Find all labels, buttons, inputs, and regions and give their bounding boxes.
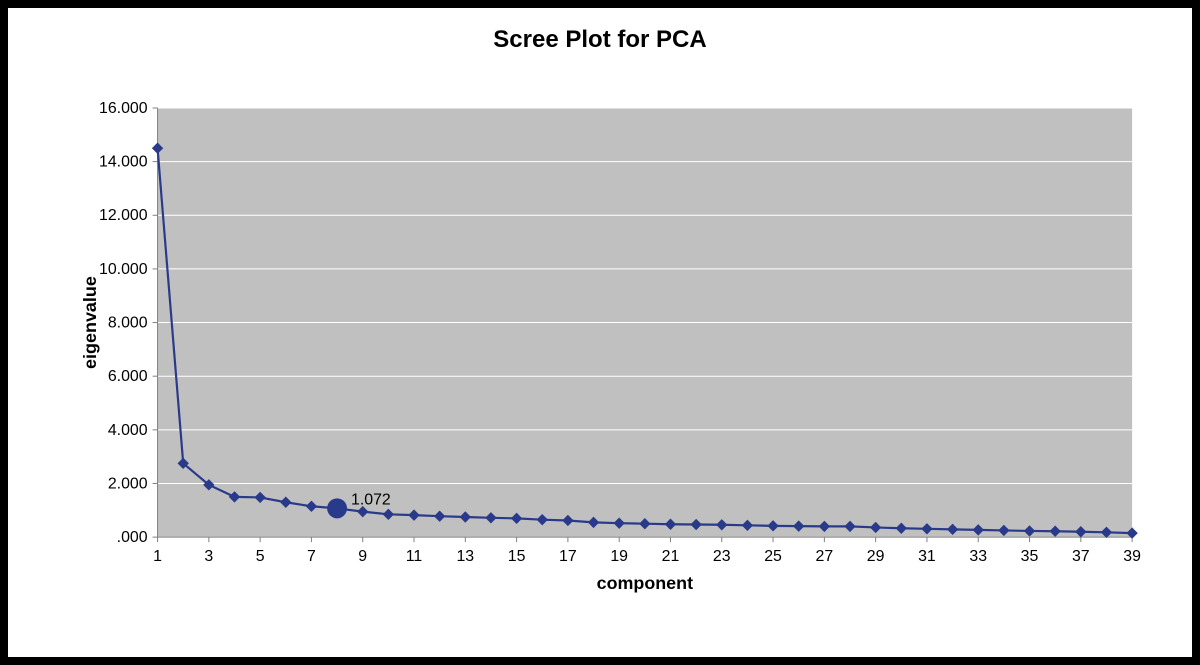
y-tick-label: .000 [117,529,148,546]
y-tick-label: 8.000 [108,315,148,332]
x-tick-label: 19 [610,548,628,565]
chart-title: Scree Plot for PCA [8,26,1192,54]
x-tick-label: 39 [1123,548,1141,565]
x-tick-label: 29 [867,548,885,565]
x-tick-label: 9 [358,548,367,565]
chart-area: .000 2.000 4.000 6.000 8.000 10.000 12.000 14.0… [78,98,1152,597]
x-tick-label: 25 [764,548,782,565]
y-tick-label: 2.000 [108,475,148,492]
x-tick-label: 1 [153,548,162,565]
x-tick-label: 7 [307,548,316,565]
x-tick-label: 37 [1072,548,1090,565]
x-tick-label: 21 [662,548,680,565]
x-tick-label: 5 [256,548,265,565]
x-axis-title: component [597,573,693,593]
chart-frame: Scree Plot for PCA .000 2.000 4.000 6.000 8.… [0,0,1200,665]
y-tick-label: 4.000 [108,422,148,439]
x-tick-label: 15 [508,548,526,565]
y-tick-label: 12.000 [99,207,148,224]
y-tick-label: 14.000 [99,154,148,171]
x-tick-label: 3 [204,548,213,565]
x-tick-label: 11 [406,548,423,565]
callout-label: 1.072 [351,491,391,508]
y-tick-label: 10.000 [99,261,148,278]
x-tick-label: 17 [559,548,577,565]
x-tick-label: 33 [969,548,987,565]
y-tick-label: 6.000 [108,368,148,385]
x-tick-label: 27 [816,548,834,565]
x-tick-label: 35 [1021,548,1039,565]
scree-plot-svg: .000 2.000 4.000 6.000 8.000 10.000 12.000 14.0… [78,98,1152,597]
callout-marker [327,498,347,518]
x-tick-label: 31 [918,548,936,565]
x-tick-label: 23 [713,548,731,565]
x-tick-label: 13 [456,548,474,565]
y-axis-title: eigenvalue [80,276,100,369]
y-tick-label: 16.000 [99,100,148,117]
